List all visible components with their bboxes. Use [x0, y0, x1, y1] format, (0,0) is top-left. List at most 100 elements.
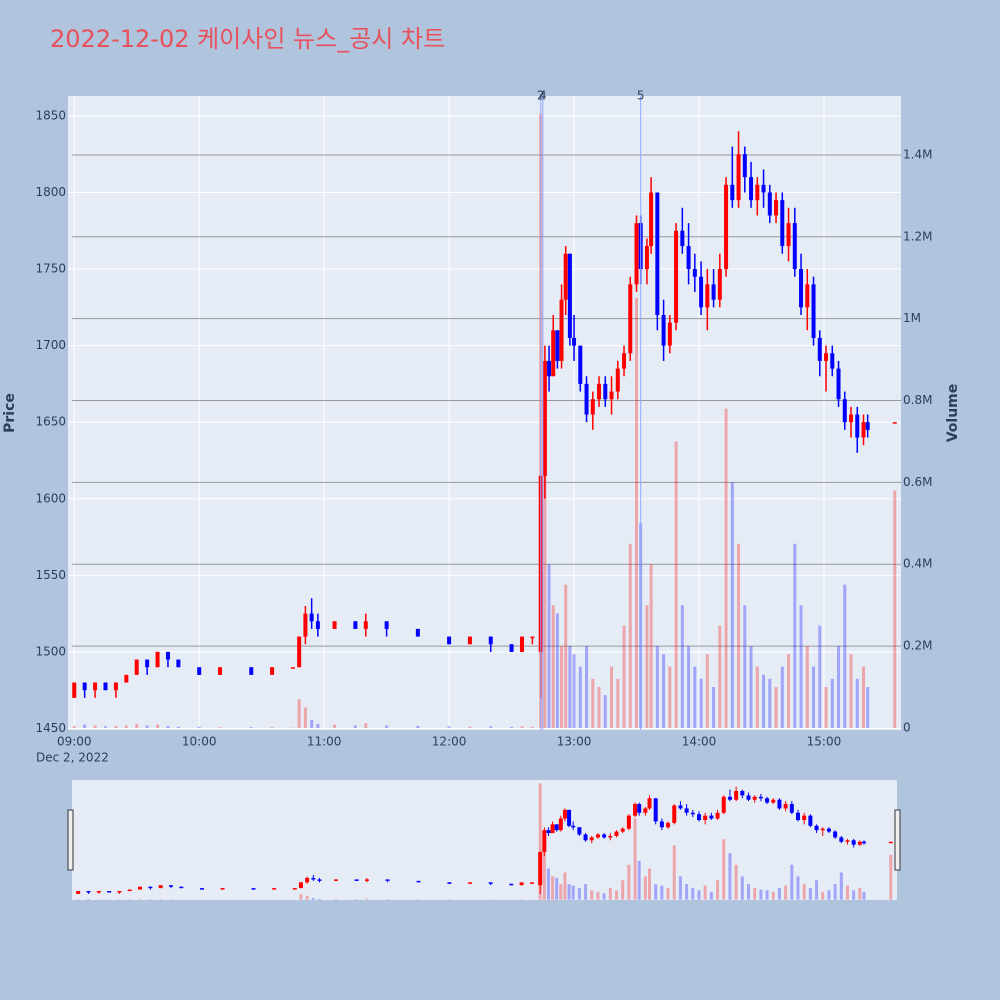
volume-bar [551, 605, 555, 728]
slider-volume-bar [666, 887, 670, 900]
slider-candle-body [796, 812, 800, 820]
candle-body [811, 284, 816, 338]
slider-volume-bar [808, 887, 812, 900]
volume-bar [855, 678, 859, 728]
volume-bar [333, 724, 337, 728]
volume-bar [687, 646, 691, 728]
slider-volume-bar [654, 884, 658, 900]
candle-body [547, 360, 552, 377]
volume-bar [774, 687, 778, 728]
slider-volume-bar [577, 887, 581, 900]
slider-candle-body [334, 879, 338, 881]
slider-volume-bar [716, 880, 720, 900]
slider-candle-body [298, 882, 303, 889]
slider-candle-body [820, 828, 825, 831]
volume-bar [364, 723, 368, 728]
slider-volume-bar [784, 885, 788, 900]
volume-bar [787, 654, 791, 728]
slider-candle-body [107, 891, 112, 893]
slider-volume-bar [138, 898, 142, 900]
slider-candle-body [567, 809, 572, 826]
volume-bar [762, 674, 766, 728]
slider-volume-bar [790, 864, 794, 900]
volume-bar [124, 725, 128, 728]
candle-body [830, 353, 835, 369]
candle-body [578, 345, 583, 384]
slider-volume-bar [747, 884, 750, 900]
volume-bar [622, 625, 626, 728]
range-slider[interactable] [72, 780, 897, 900]
slider-volume-bar [771, 891, 775, 900]
slider-volume-bar [633, 818, 637, 900]
candle-body [680, 230, 685, 247]
slider-volume-bar [584, 884, 588, 900]
range-handle-left[interactable] [67, 809, 74, 871]
slider-volume-bar [563, 872, 567, 900]
volume-bar [297, 699, 301, 728]
y2-tick-label: 0.6M [903, 475, 932, 489]
slider-candle-body [777, 799, 782, 809]
candle-body [628, 284, 633, 354]
volume-bar [699, 678, 703, 728]
y2-tick-label: 1.2M [903, 229, 932, 243]
slider-volume-bar [821, 891, 825, 900]
candle-body [692, 269, 697, 277]
candle-body [82, 682, 87, 691]
slider-volume-bar [660, 885, 664, 900]
slider-candle-body [538, 851, 543, 886]
candle-body [447, 636, 452, 645]
candle-body [155, 651, 160, 668]
candle-body [103, 682, 108, 691]
candle-body [755, 184, 760, 201]
y-tick-label: 1450 [35, 721, 66, 735]
volume-bar [197, 726, 201, 728]
slider-candle-body [814, 825, 819, 831]
volume-bar [156, 724, 160, 728]
volume-bar [830, 678, 834, 728]
slider-candle-body [746, 795, 751, 800]
slider-volume-bar [672, 845, 676, 900]
candle-body [270, 667, 275, 675]
candle-body [572, 337, 577, 346]
y-tick-label: 1650 [35, 415, 66, 429]
x-tick-label: 13:00 [557, 735, 592, 749]
slider-volume-bar [643, 876, 647, 900]
slider-candle-body [740, 791, 745, 796]
slider-candle-body [305, 877, 310, 883]
slider-candle-body [251, 888, 256, 890]
candle-body [72, 682, 77, 698]
slider-candle-body [857, 841, 862, 845]
volume-bar [635, 298, 639, 728]
slider-volume-bar [602, 893, 606, 900]
slider-volume-bar [862, 891, 866, 900]
slider-candle-body [672, 805, 677, 823]
y-tick-label: 1700 [35, 338, 66, 352]
candle-body [786, 223, 791, 247]
slider-candle-body [614, 831, 619, 836]
slider-candle-body [354, 879, 359, 881]
candle-body [661, 314, 666, 346]
volume-bar [893, 490, 897, 728]
slider-candle-body [637, 804, 642, 813]
candle-body [197, 667, 202, 675]
candle-body [767, 192, 772, 216]
y-tick-label: 1500 [35, 644, 66, 658]
volume-bar [597, 687, 601, 728]
y2-tick-label: 1.4M [903, 147, 932, 161]
volume-bar [547, 564, 551, 728]
slider-volume-bar [722, 839, 726, 900]
volume-bar [310, 719, 314, 728]
candle-body [551, 330, 556, 377]
x-tick-label: 14:00 [682, 735, 717, 749]
volume-bar [303, 707, 307, 728]
range-handle-right[interactable] [894, 809, 901, 871]
volume-bar [824, 687, 828, 728]
slider-candle-body [220, 888, 225, 890]
slider-candle-body [715, 812, 720, 819]
volume-bar [730, 482, 734, 728]
candle-body [711, 284, 716, 300]
volume-bar [628, 543, 632, 728]
slider-candle-body [851, 840, 856, 845]
candle-body [509, 644, 514, 652]
slider-candle-body [771, 799, 776, 803]
